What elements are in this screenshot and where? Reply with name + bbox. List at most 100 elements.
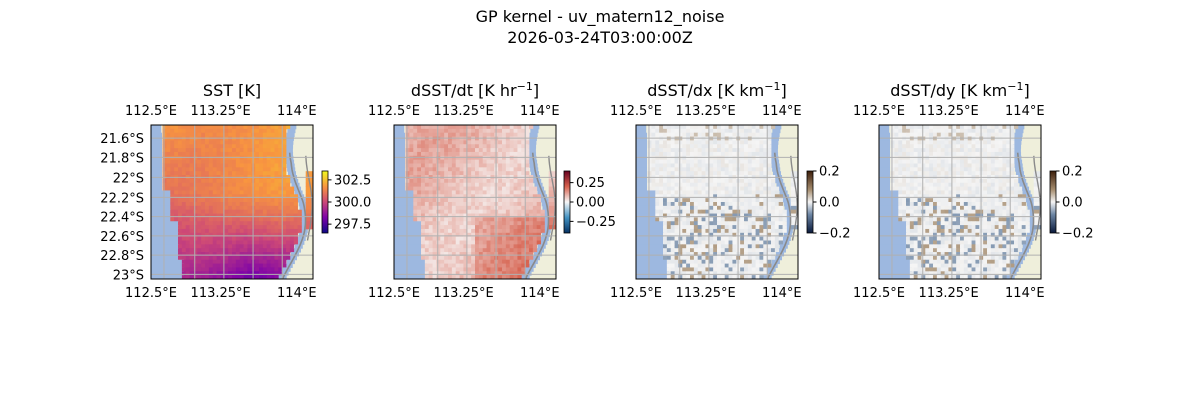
data-cell [747, 213, 753, 218]
data-cell [448, 186, 453, 191]
data-cell [933, 178, 938, 184]
data-cell [952, 155, 957, 161]
data-cell [235, 182, 241, 187]
data-cell [197, 240, 202, 245]
data-cell [948, 151, 953, 157]
data-cell [532, 225, 538, 230]
data-cell [509, 194, 514, 199]
data-cell [201, 221, 206, 226]
data-cell [525, 171, 530, 176]
data-cell [459, 202, 464, 207]
data-cell [170, 182, 175, 187]
data-cell [170, 167, 175, 172]
data-cell [717, 151, 722, 157]
data-cell [193, 275, 198, 279]
data-cell [705, 244, 710, 249]
data-cell [421, 155, 426, 161]
data-cell [205, 202, 210, 207]
data-cell [471, 140, 476, 145]
data-cell [697, 167, 702, 172]
data-cell [898, 194, 903, 199]
data-cell [278, 128, 283, 134]
data-cell [697, 198, 702, 203]
data-cell [232, 140, 237, 145]
data-cell [436, 190, 441, 195]
data-cell [502, 221, 507, 226]
data-cell [728, 202, 733, 207]
data-cell [413, 144, 418, 149]
data-cell [740, 140, 745, 145]
data-cell [655, 217, 660, 222]
data-cell [759, 267, 764, 272]
coastal-water-cell [535, 186, 545, 191]
x-tick-label-top: 113.25°E [191, 104, 251, 119]
data-cell [529, 213, 534, 218]
data-cell [498, 271, 503, 276]
data-cell [697, 255, 702, 261]
data-cell [274, 248, 279, 253]
data-cell [467, 221, 472, 226]
data-cell [235, 159, 241, 164]
data-cell [201, 255, 206, 261]
data-cell [709, 263, 714, 268]
data-cell [286, 232, 291, 238]
data-cell [467, 255, 472, 261]
data-cell [463, 144, 468, 149]
data-cell [262, 128, 268, 134]
data-cell [243, 259, 248, 264]
map-area [151, 125, 313, 279]
data-cell [744, 159, 749, 164]
data-cell [697, 236, 702, 241]
data-cell [956, 182, 961, 187]
data-cell [724, 151, 729, 157]
data-cell [740, 159, 745, 164]
data-cell [413, 182, 418, 187]
data-cell [674, 267, 679, 272]
figure-title: GP kernel - uv_matern12_noise [476, 7, 725, 27]
data-cell [232, 194, 237, 199]
data-cell [755, 236, 760, 241]
data-cell [960, 178, 965, 184]
data-cell [232, 263, 237, 268]
data-cell [913, 151, 918, 157]
data-cell [471, 159, 476, 164]
x-tick-label-top: 112.5°E [610, 104, 662, 119]
data-cell [478, 205, 484, 211]
data-cell [717, 236, 722, 241]
data-cell [451, 263, 457, 268]
data-cell [678, 148, 683, 153]
data-cell [1002, 198, 1007, 203]
data-cell [655, 151, 660, 157]
data-cell [174, 132, 179, 137]
coastal-water-cell [528, 159, 538, 164]
data-cell [243, 171, 248, 176]
data-cell [440, 252, 445, 257]
coastal-water-cell [1015, 171, 1025, 176]
data-cell [170, 125, 175, 130]
data-cell [690, 182, 695, 187]
ocean-mask-cell [879, 159, 891, 164]
data-cell [709, 182, 714, 187]
data-cell [243, 213, 248, 218]
data-cell [478, 167, 484, 172]
data-cell [459, 128, 464, 134]
x-tick-label-bottom: 114°E [277, 286, 317, 301]
data-cell [975, 209, 980, 214]
data-cell [744, 271, 749, 276]
data-cell [455, 221, 460, 226]
data-cell [513, 225, 518, 230]
data-cell [428, 190, 433, 195]
data-cell [424, 144, 430, 149]
data-cell [436, 159, 441, 164]
data-cell [428, 209, 433, 214]
data-cell [909, 178, 915, 184]
data-cell [913, 167, 918, 172]
data-cell [266, 259, 271, 264]
data-cell [228, 190, 233, 195]
data-cell [975, 148, 980, 153]
data-cell [674, 271, 679, 276]
data-cell [486, 225, 491, 230]
data-cell [502, 236, 507, 241]
data-cell [898, 182, 903, 187]
data-cell [521, 194, 526, 199]
